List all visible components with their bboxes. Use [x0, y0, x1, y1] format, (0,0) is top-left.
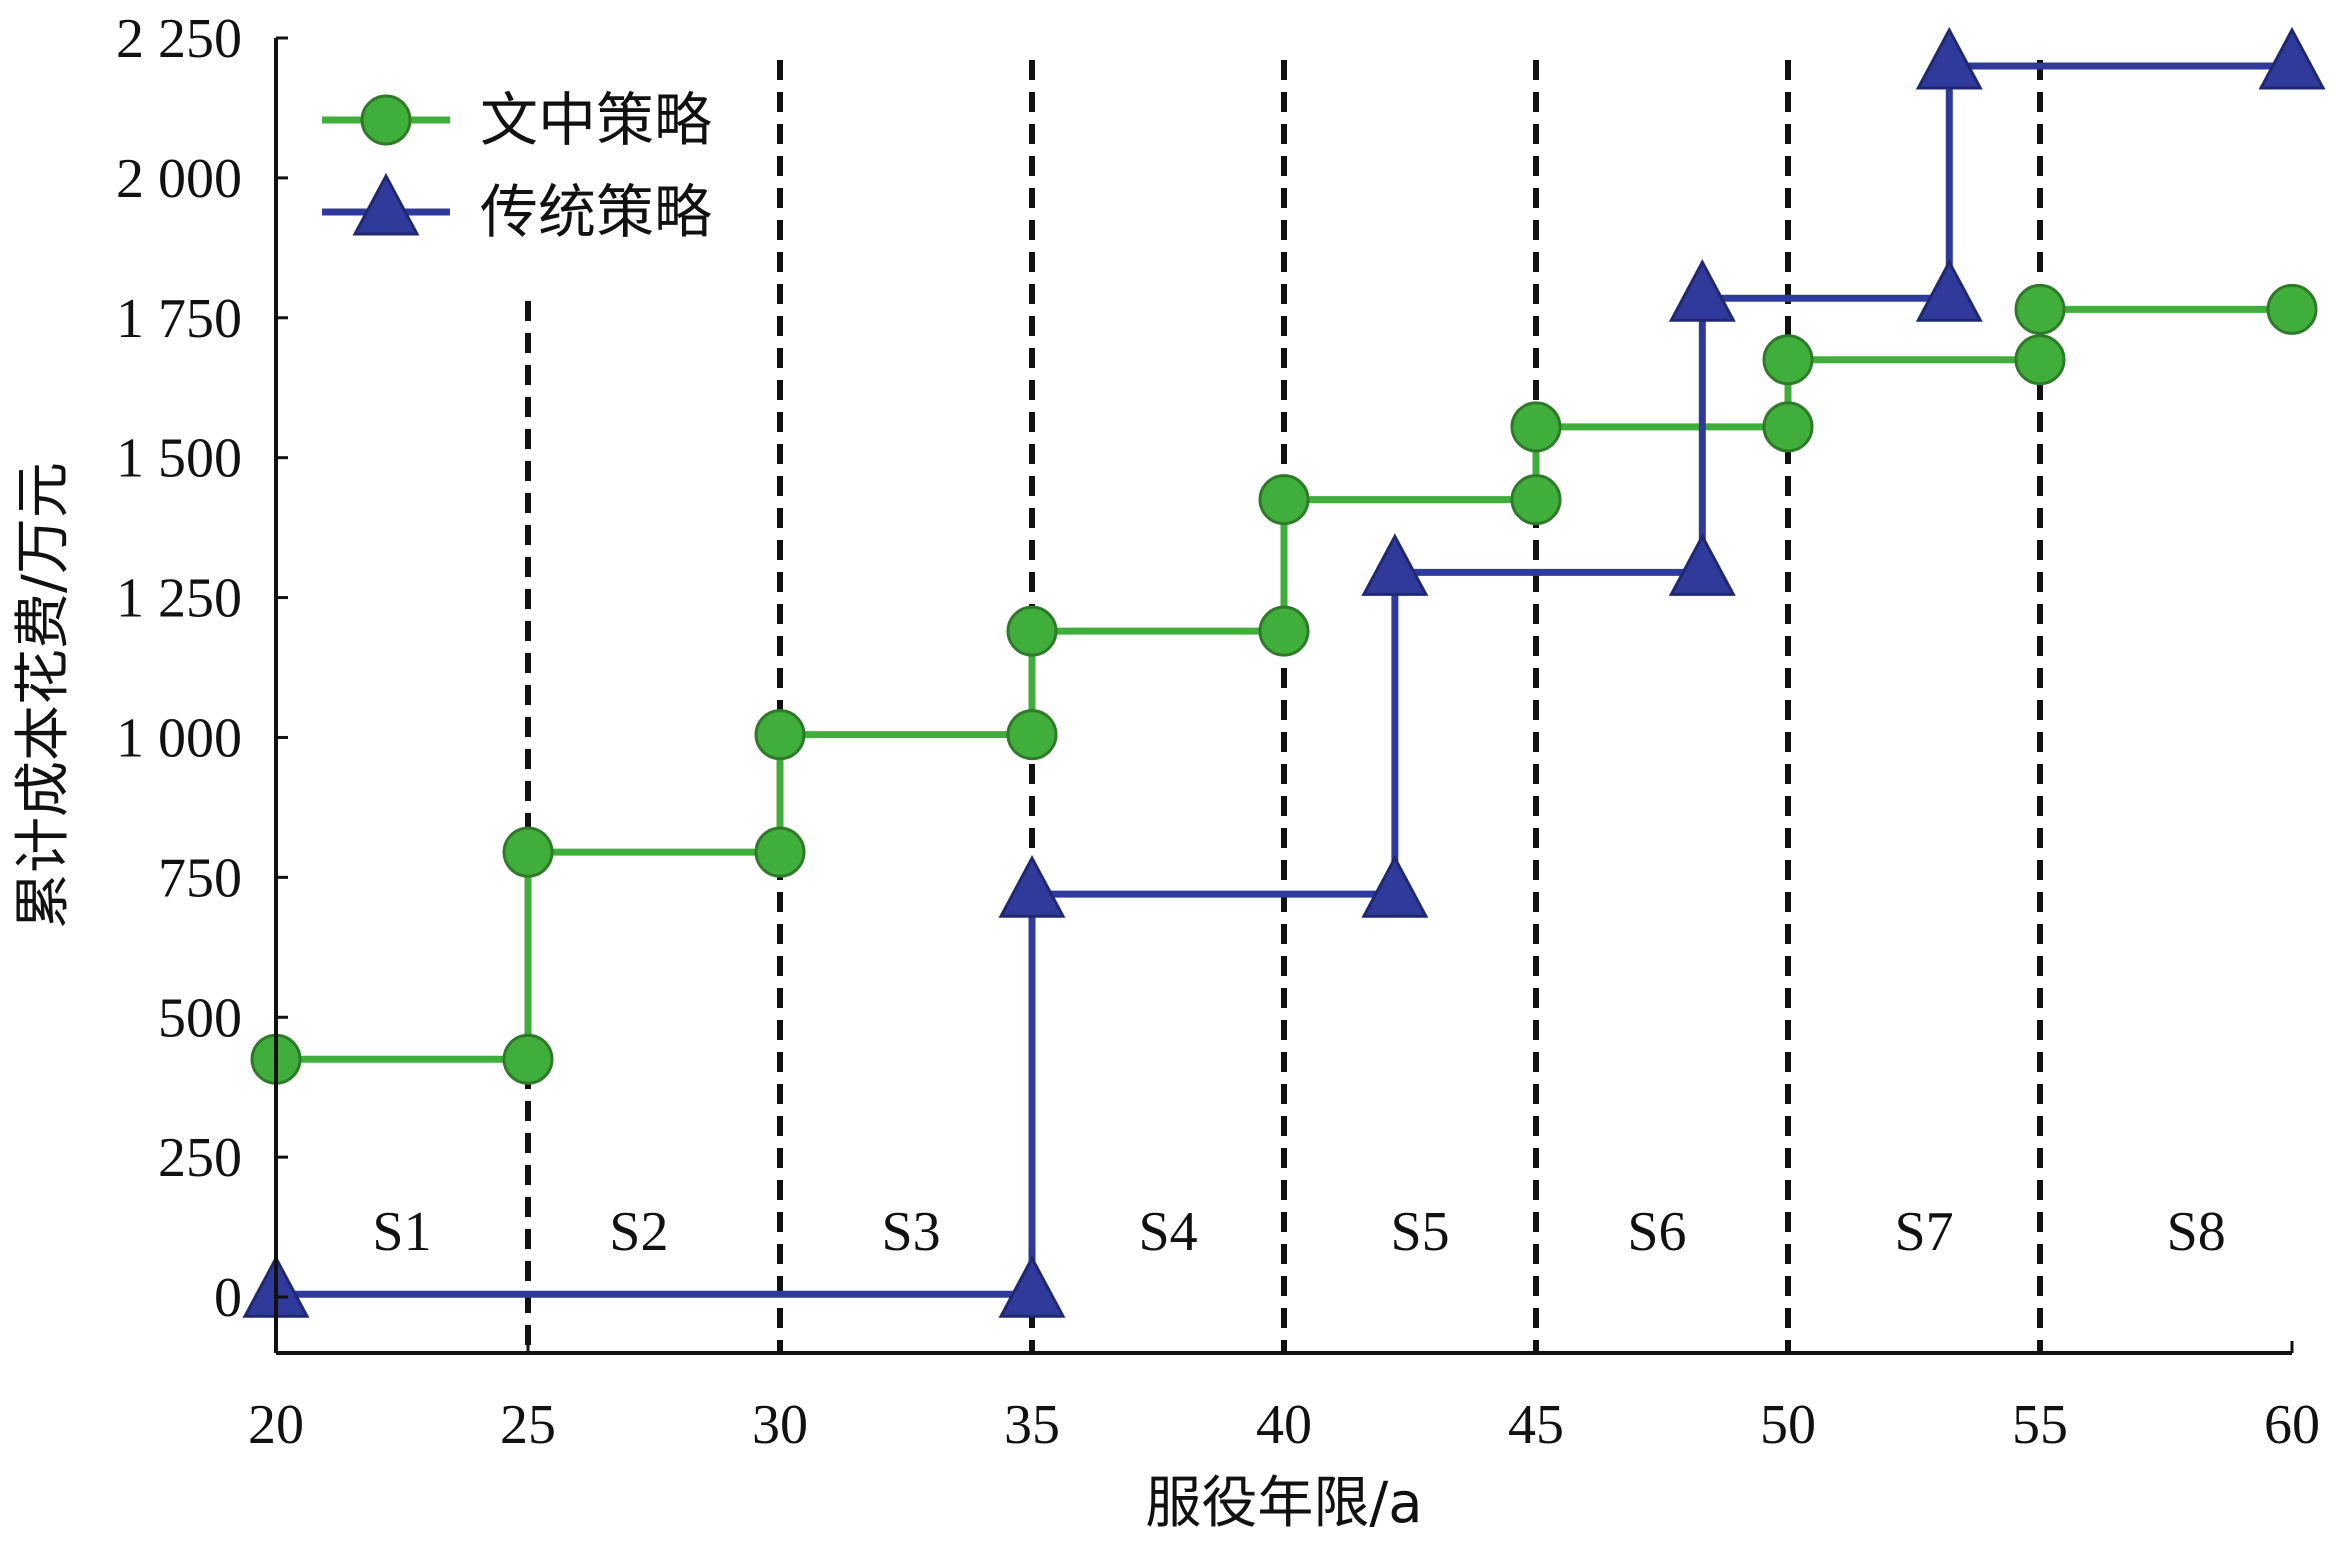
data-point: [998, 855, 1066, 918]
y-axis-title: 累计成本花费/万元: [11, 462, 76, 929]
stage-label: S4: [1139, 1201, 1198, 1263]
data-point: [1915, 26, 1983, 90]
stage-boundary-lines: [525, 60, 2043, 1353]
data-point: [1006, 605, 1058, 657]
x-tick-label: 35: [1004, 1394, 1060, 1456]
x-ticks: 20 25 30 35 40 45 50 55 60: [248, 1341, 2320, 1456]
data-point: [2258, 26, 2326, 90]
stage-label: S7: [1895, 1201, 1954, 1263]
data-point: [1006, 709, 1058, 761]
series-traditional: [242, 26, 2326, 1318]
x-tick-label: 55: [2012, 1394, 2068, 1456]
y-ticks: 0 250 500 750 1 000 1 250 1 500 1 750 2 000 2 250: [116, 8, 288, 1329]
stage-label: S1: [372, 1201, 431, 1263]
y-tick-label: 500: [158, 987, 242, 1049]
stage-labels: S1 S2 S3 S4 S5 S6 S7 S8: [372, 1201, 2225, 1263]
data-point: [1258, 605, 1310, 657]
legend-marker: [360, 94, 412, 146]
series-proposed: [250, 283, 2318, 1085]
data-point: [1762, 334, 1814, 386]
series-layer: [242, 26, 2326, 1318]
series-line: [276, 305, 2292, 1063]
stage-label: S3: [881, 1201, 940, 1263]
legend-label: 文中策略: [480, 86, 712, 154]
data-point: [754, 826, 806, 878]
y-tick-label: 750: [158, 847, 242, 909]
x-tick-label: 50: [1760, 1394, 1816, 1456]
legend-label: 传统策略: [480, 178, 712, 246]
x-tick-label: 45: [1508, 1394, 1564, 1456]
y-tick-label: 250: [158, 1127, 242, 1189]
x-axis-title: 服役年限/a: [1145, 1471, 1422, 1536]
data-point: [1510, 474, 1562, 526]
x-tick-label: 25: [500, 1394, 556, 1456]
y-tick-label: 2 000: [116, 148, 242, 210]
data-point: [1915, 259, 1983, 322]
data-point: [1361, 533, 1429, 596]
series-line: [276, 62, 2292, 1298]
data-point: [754, 709, 806, 761]
stage-label: S8: [2167, 1201, 2226, 1263]
data-point: [502, 1033, 554, 1085]
y-tick-label: 0: [214, 1267, 242, 1329]
y-tick-label: 1 750: [116, 288, 242, 350]
x-tick-label: 20: [248, 1394, 304, 1456]
y-tick-label: 1 500: [116, 428, 242, 490]
data-point: [2014, 283, 2066, 335]
legend-item: 文中策略: [322, 86, 712, 154]
data-point: [1668, 533, 1736, 596]
y-tick-label: 1 000: [116, 707, 242, 769]
data-point: [2266, 283, 2318, 335]
legend-marker: [352, 172, 420, 236]
data-point: [998, 1255, 1066, 1318]
data-point: [1510, 401, 1562, 453]
x-tick-label: 40: [1256, 1394, 1312, 1456]
data-point: [1361, 855, 1429, 918]
stage-label: S5: [1391, 1201, 1450, 1263]
stage-label: S2: [609, 1201, 668, 1263]
stage-label: S6: [1627, 1201, 1686, 1263]
data-point: [1762, 401, 1814, 453]
x-tick-label: 60: [2264, 1394, 2320, 1456]
y-tick-label: 1 250: [116, 568, 242, 630]
data-point: [502, 826, 554, 878]
data-point: [1258, 474, 1310, 526]
data-point: [1668, 259, 1736, 322]
legend-item: 传统策略: [322, 172, 712, 246]
data-point: [2014, 334, 2066, 386]
y-tick-label: 2 250: [116, 8, 242, 70]
x-tick-label: 30: [752, 1394, 808, 1456]
